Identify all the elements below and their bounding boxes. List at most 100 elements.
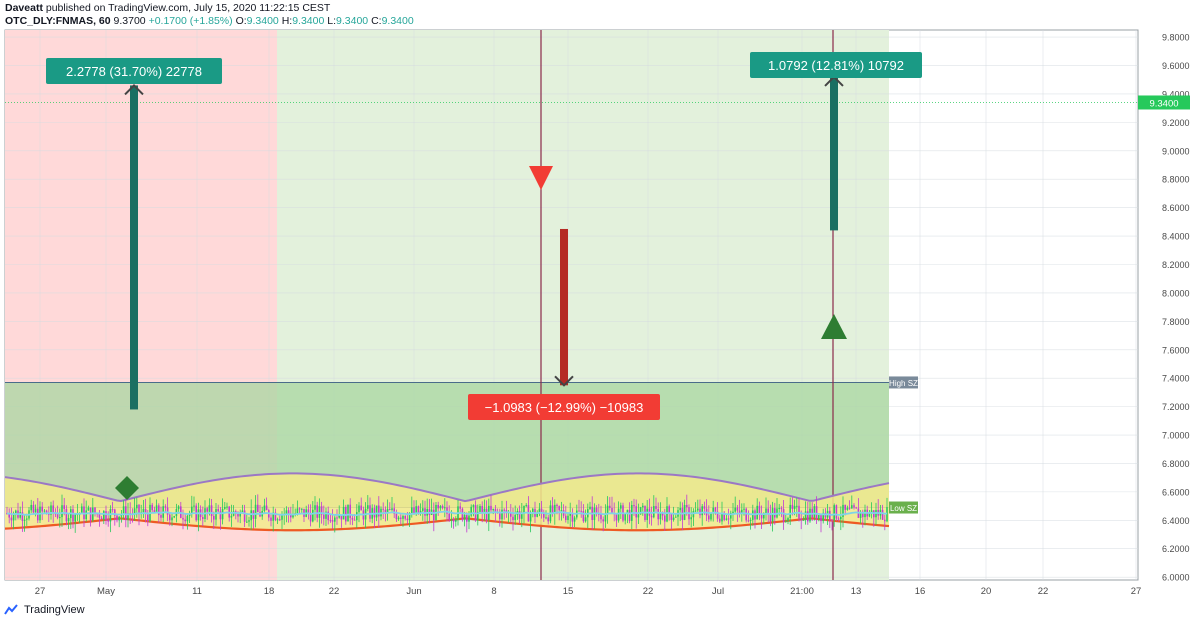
candle-body xyxy=(81,506,83,514)
candle-body xyxy=(254,504,257,519)
close-value: 9.3400 xyxy=(381,15,414,27)
candle-body xyxy=(287,510,290,514)
candle-body xyxy=(290,513,292,518)
candle-body xyxy=(672,517,675,520)
candle-body xyxy=(782,509,785,522)
candle-body xyxy=(701,506,703,516)
candle-body xyxy=(730,512,732,519)
zone-tag-label: High SZ xyxy=(889,379,918,388)
candle-body xyxy=(811,508,813,518)
candle-body xyxy=(67,518,70,522)
measure-label-box xyxy=(468,394,660,420)
candle-body xyxy=(155,505,158,513)
ohlc-line: OTC_DLY:FNMAS, 60 9.3700 +0.1700 (+1.85%… xyxy=(5,15,414,28)
candle-body xyxy=(743,508,745,510)
candle-body xyxy=(250,510,252,521)
candle-body xyxy=(556,504,558,507)
candle-body xyxy=(72,509,74,522)
y-tick-label: 8.0000 xyxy=(1162,288,1190,298)
candle-body xyxy=(765,508,767,514)
y-tick-label: 7.8000 xyxy=(1162,317,1190,327)
triangle-buy-signal xyxy=(821,314,847,339)
candle-body xyxy=(298,508,301,510)
candle-body xyxy=(32,504,35,513)
candle-body xyxy=(164,506,167,508)
candle-body xyxy=(393,508,395,514)
candle-body xyxy=(424,508,426,516)
candle-body xyxy=(367,505,369,509)
candle-body xyxy=(257,504,259,513)
candle-body xyxy=(30,504,32,511)
candle-body xyxy=(551,505,554,514)
candle-body xyxy=(136,504,138,509)
candle-body xyxy=(87,507,90,511)
candle-body xyxy=(274,512,277,521)
candle-body xyxy=(543,512,545,518)
candle-body xyxy=(736,507,739,511)
candle-body xyxy=(459,506,461,509)
candle-body xyxy=(466,514,468,522)
y-tick-label: 8.2000 xyxy=(1162,260,1190,270)
y-tick-label: 8.6000 xyxy=(1162,203,1190,213)
candle-body xyxy=(48,514,50,516)
candle-body xyxy=(107,519,109,522)
candle-body xyxy=(26,518,28,520)
candle-body xyxy=(213,516,215,520)
candle-body xyxy=(769,513,772,522)
candle-body xyxy=(595,507,598,514)
candle-body xyxy=(263,505,266,511)
tradingview-logo-icon xyxy=(4,604,18,615)
candle-body xyxy=(327,511,329,521)
candle-body xyxy=(144,508,147,515)
candle-body xyxy=(485,508,488,521)
candle-body xyxy=(186,515,189,522)
candle-body xyxy=(419,510,422,514)
candle-body xyxy=(34,508,37,513)
candle-body xyxy=(642,505,644,508)
candle-body xyxy=(479,506,481,512)
candle-body xyxy=(620,505,622,509)
candle-body xyxy=(738,510,741,514)
candle-body xyxy=(611,507,613,514)
y-tick-label: 9.6000 xyxy=(1162,61,1190,71)
candle-body xyxy=(338,514,340,518)
close-label: C: xyxy=(371,15,382,27)
candle-body xyxy=(833,505,835,521)
candle-body xyxy=(109,509,112,522)
candle-body xyxy=(397,517,400,520)
candle-body xyxy=(406,518,409,521)
candle-body xyxy=(565,515,567,521)
candle-body xyxy=(723,512,725,520)
candle-body xyxy=(177,506,180,510)
candle-body xyxy=(818,515,820,520)
candle-body xyxy=(745,508,747,521)
candle-body xyxy=(714,507,717,512)
candle-body xyxy=(411,507,413,514)
footer: TradingView xyxy=(4,604,85,616)
candle-body xyxy=(490,505,492,511)
band-upper-line xyxy=(4,472,890,503)
brand-name[interactable]: TradingView xyxy=(24,604,85,616)
candle-body xyxy=(617,508,620,521)
candle-body xyxy=(626,509,629,514)
candle-body xyxy=(633,505,635,507)
candle-body xyxy=(23,519,26,521)
candle-body xyxy=(802,519,805,521)
candle-body xyxy=(382,508,384,510)
candle-body xyxy=(503,509,505,511)
candle-body xyxy=(664,515,666,522)
candle-body xyxy=(771,508,774,522)
price-chart[interactable]: 2.2778 (31.70%) 22778 −1.0983 (−12.99%) −… xyxy=(0,0,1200,604)
author-name[interactable]: Daveatt xyxy=(5,2,43,14)
candle-body xyxy=(708,515,710,520)
candle-body xyxy=(19,512,21,518)
candle-body xyxy=(844,504,846,510)
candle-body xyxy=(276,519,279,521)
candle-body xyxy=(342,506,345,520)
candle-body xyxy=(323,514,325,519)
candle-body xyxy=(118,516,120,521)
candle-body xyxy=(138,504,140,515)
candle-body xyxy=(270,517,272,521)
candle-body xyxy=(151,504,153,511)
measure-label-box xyxy=(46,58,222,84)
